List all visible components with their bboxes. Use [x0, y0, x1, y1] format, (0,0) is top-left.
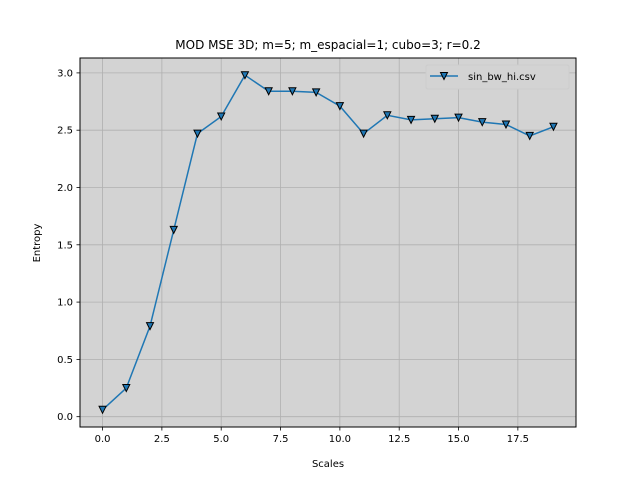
data-point [193, 129, 202, 139]
data-point [264, 87, 273, 96]
data-point [240, 71, 250, 80]
plot-frame [79, 57, 577, 428]
y-tick-label: 2.5 [57, 126, 73, 137]
data-point [335, 102, 345, 111]
data-point [311, 88, 321, 97]
data-point [121, 384, 131, 393]
data-point [501, 120, 511, 130]
data-point [383, 111, 392, 120]
x-axis-label: Scales [312, 459, 344, 470]
y-tick-label: 1.0 [57, 298, 73, 309]
x-tick-label: 17.5 [507, 434, 529, 445]
chart-title: MOD MSE 3D; m=5; m_espacial=1; cubo=3; r… [175, 38, 480, 52]
data-point [406, 115, 416, 125]
y-tick-label: 3.0 [57, 68, 73, 79]
y-axis-label: Entropy [32, 223, 43, 262]
x-tick-label: 12.5 [388, 434, 410, 445]
x-tick-label: 0.0 [95, 434, 111, 445]
legend-box [425, 64, 570, 90]
data-point [359, 129, 368, 139]
series [98, 71, 558, 415]
data-point [525, 131, 535, 141]
data-point [98, 405, 107, 415]
data-point [549, 122, 558, 132]
grid [80, 58, 576, 427]
legend: sin_bw_hi.csv [425, 64, 570, 90]
data-point [145, 322, 155, 331]
series-line [102, 74, 554, 411]
data-point [216, 112, 226, 122]
y-tick-label: 0.5 [57, 355, 73, 366]
y-tick-label: 1.5 [57, 240, 73, 251]
x-tick-label: 7.5 [273, 434, 289, 445]
x-tick-label: 15.0 [447, 434, 469, 445]
legend-marker [439, 72, 449, 81]
ticks: 0.0 2.5 5.0 7.5 10.0 12.5 15.0 17.5 0.0 0.5 1.0 1.5… [57, 68, 529, 445]
data-point [430, 114, 440, 124]
x-tick-label: 10.0 [329, 434, 351, 445]
y-tick-label: 2.0 [57, 183, 73, 194]
data-point [288, 87, 297, 96]
data-point [477, 118, 487, 127]
x-tick-label: 2.5 [154, 434, 170, 445]
plot-area [80, 58, 576, 427]
legend-label: sin_bw_hi.csv [468, 72, 536, 83]
x-tick-label: 5.0 [213, 434, 229, 445]
data-point [169, 225, 179, 235]
data-point [454, 113, 463, 123]
y-tick-label: 0.0 [57, 412, 73, 423]
